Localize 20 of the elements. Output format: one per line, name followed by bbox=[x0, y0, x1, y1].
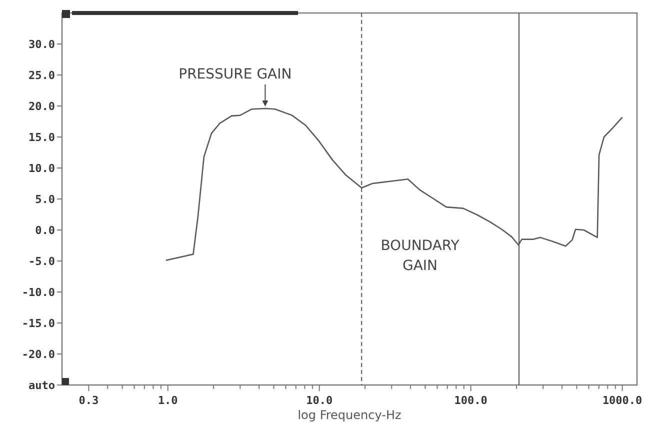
x-tick-label: 100.0 bbox=[454, 394, 488, 407]
y-tick-label: -5.0 bbox=[28, 254, 55, 268]
x-tick-label: 1.0 bbox=[158, 394, 178, 407]
y-tick-label: 20.0 bbox=[28, 100, 55, 113]
annotation: PRESSURE GAIN bbox=[178, 66, 292, 82]
y-tick-label: -20.0 bbox=[22, 348, 55, 361]
y-tick-label: 25.0 bbox=[28, 68, 55, 82]
y-tick-label: -10.0 bbox=[22, 286, 55, 299]
y-tick-label: 0.0 bbox=[35, 224, 55, 237]
annotation: BOUNDARY GAIN bbox=[380, 238, 460, 274]
y-tick-label: 30.0 bbox=[28, 38, 55, 51]
x-axis-title: log Frequency-Hz bbox=[298, 408, 402, 422]
x-tick-label: 0.3 bbox=[78, 394, 99, 407]
y-tick-label: auto bbox=[28, 378, 56, 392]
y-tick-label: 5.0 bbox=[35, 192, 55, 206]
y-tick-label: 10.0 bbox=[28, 162, 55, 175]
x-tick-label: 1000.0 bbox=[602, 394, 642, 407]
x-tick-label: 10.0 bbox=[306, 394, 333, 407]
y-tick-label: 15.0 bbox=[28, 130, 55, 144]
y-tick-label: -15.0 bbox=[22, 316, 55, 330]
